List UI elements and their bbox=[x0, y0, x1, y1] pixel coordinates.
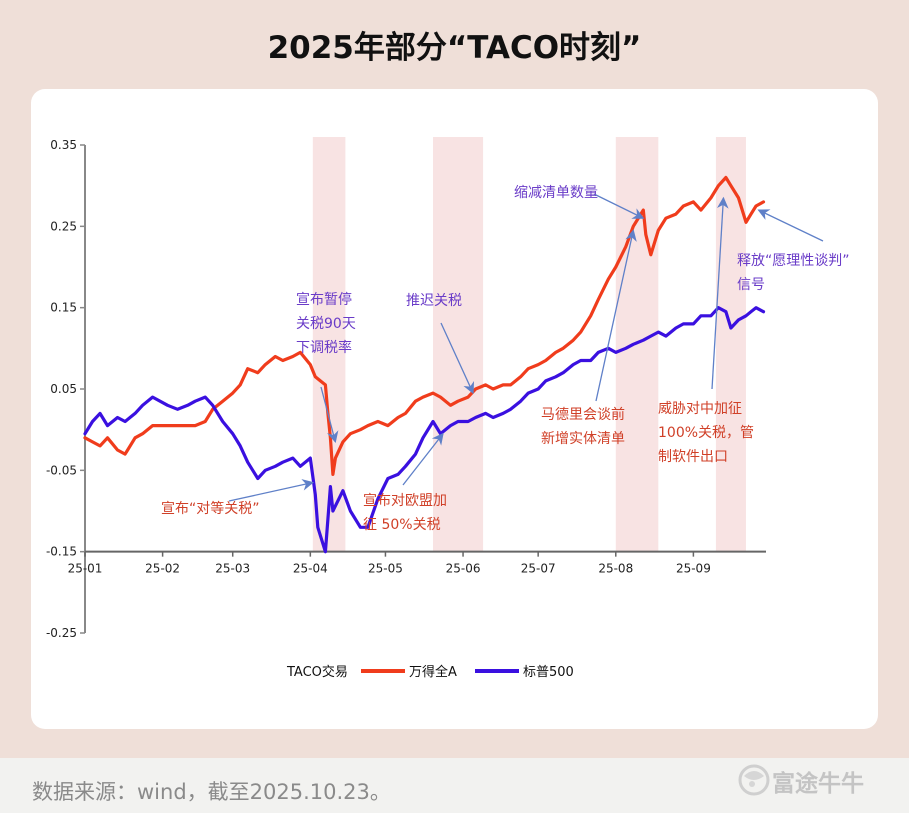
annotation-arrow-reciprocal bbox=[228, 479, 314, 502]
x-tick-label-8: 25-09 bbox=[676, 562, 711, 576]
annotation-delay-line-0: 推迟关税 bbox=[406, 293, 462, 309]
data-source: 数据来源：wind，截至2025.10.23。 bbox=[32, 780, 391, 804]
y-tick-label-0: 0.35 bbox=[50, 138, 77, 152]
series-line-1 bbox=[83, 306, 766, 554]
y-tick-label-5: -0.15 bbox=[46, 545, 77, 559]
annotation-threat-line-1: 100%关税，管 bbox=[658, 425, 754, 441]
x-tick-label-1: 25-02 bbox=[145, 562, 180, 576]
y-tick-label-2: 0.15 bbox=[50, 301, 77, 315]
annotation-threat-line-0: 威胁对中加征 bbox=[658, 401, 742, 417]
legend-title: TACO交易 bbox=[286, 664, 348, 680]
series-lines bbox=[83, 175, 766, 554]
shaded-period-3 bbox=[715, 137, 746, 552]
legend-label-1: 标普500 bbox=[523, 665, 574, 680]
annotation-release-line-1: 信号 bbox=[737, 277, 765, 293]
y-tick-label-4: -0.05 bbox=[46, 463, 77, 477]
annotation-threat-line-2: 制软件出口 bbox=[658, 449, 728, 465]
annotation-madrid-line-1: 新增实体清单 bbox=[541, 431, 625, 447]
y-tick-label-3: 0.05 bbox=[50, 382, 77, 396]
annotation-eu-line-1: 征 50%关税 bbox=[363, 517, 441, 533]
logo-text: 富途牛牛 bbox=[772, 771, 864, 797]
page-title: 2025年部分“TACO时刻” bbox=[267, 30, 642, 66]
legend-label-0: 万得全A bbox=[409, 664, 457, 680]
annotation-eu-line-0: 宣布对欧盟加 bbox=[363, 493, 447, 509]
annotation-arrow-shrink bbox=[593, 193, 645, 219]
legend: TACO交易 万得全A 标普500 bbox=[286, 664, 574, 680]
annotation-shrink-line-0: 缩减清单数量 bbox=[514, 185, 598, 201]
annotation-pause-line-2: 下调税率 bbox=[296, 339, 352, 356]
annotation-reciprocal-line-0: 宣布“对等关税” bbox=[161, 500, 260, 517]
annotation-arrow-threat bbox=[711, 196, 729, 390]
axes: 0.35 0.25 0.15 0.05 -0.05 -0.15 -0.25 25-01 25-0… bbox=[46, 138, 766, 640]
y-tick-label-1: 0.25 bbox=[50, 219, 77, 233]
chart-svg: 0.35 0.25 0.15 0.05 -0.05 -0.15 -0.25 25-01 25-0… bbox=[46, 137, 850, 680]
annotation-arrow-release bbox=[757, 209, 824, 242]
annotation-pause-line-0: 宣布暂停 bbox=[296, 291, 352, 308]
x-tick-label-2: 25-03 bbox=[215, 562, 250, 576]
series-line-0 bbox=[83, 175, 766, 476]
x-tick-label-5: 25-06 bbox=[446, 562, 481, 576]
annotation-release-line-0: 释放“愿理性谈判” bbox=[737, 253, 850, 269]
shaded-period-0 bbox=[312, 137, 346, 552]
x-tick-label-6: 25-07 bbox=[521, 562, 556, 576]
annotation-arrow-madrid bbox=[595, 229, 637, 402]
annotation-arrow-pause bbox=[320, 386, 339, 443]
shaded-period-1 bbox=[433, 137, 484, 552]
x-tick-label-4: 25-05 bbox=[368, 562, 403, 576]
y-tick-label-6: -0.25 bbox=[46, 626, 77, 640]
annotation-arrow-eu bbox=[402, 432, 444, 486]
x-tick-label-3: 25-04 bbox=[293, 562, 328, 576]
annotation-pause-line-1: 关税90天 bbox=[296, 316, 356, 332]
x-tick-label-7: 25-08 bbox=[598, 562, 633, 576]
chart-card: 0.35 0.25 0.15 0.05 -0.05 -0.15 -0.25 25-01 25-0… bbox=[31, 89, 878, 729]
annotation-arrows bbox=[228, 193, 824, 502]
futu-logo-icon bbox=[738, 764, 770, 796]
annotation-madrid-line-0: 马德里会谈前 bbox=[541, 406, 625, 423]
x-tick-label-0: 25-01 bbox=[68, 562, 103, 576]
annotation-arrow-delay bbox=[440, 322, 475, 395]
